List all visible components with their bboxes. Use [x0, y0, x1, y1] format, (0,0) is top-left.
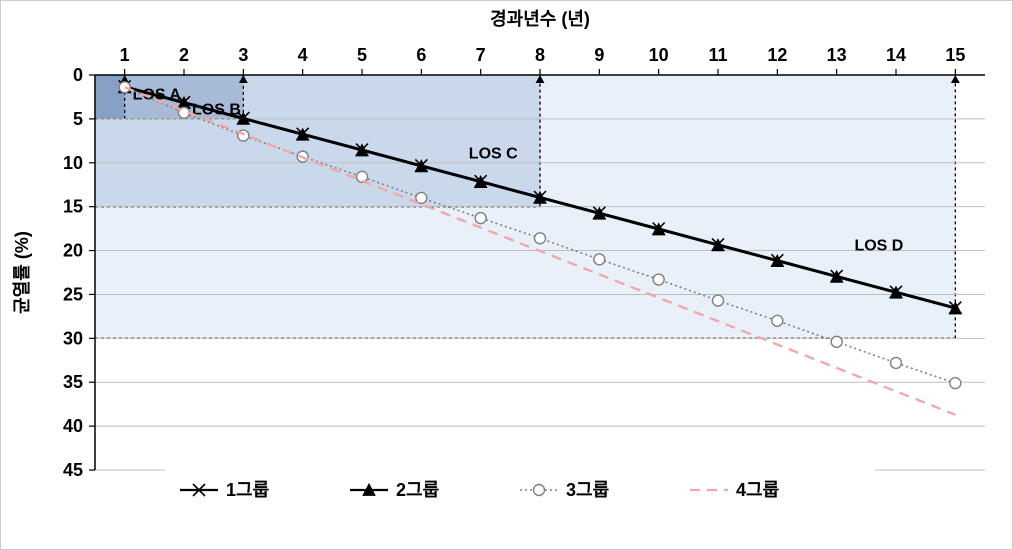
zone-label: LOS C	[469, 145, 518, 162]
y-tick-label: 35	[63, 372, 83, 392]
y-tick-label: 25	[63, 284, 83, 304]
x-tick-label: 1	[120, 45, 130, 65]
x-tick-label: 7	[476, 45, 486, 65]
y-tick-label: 20	[63, 241, 83, 261]
x-tick-label: 5	[357, 45, 367, 65]
y-tick-label: 5	[73, 109, 83, 129]
zone-label: LOS D	[854, 238, 903, 255]
legend-label: 2그룹	[396, 480, 439, 500]
y-tick-label: 0	[73, 65, 83, 85]
y-axis-title: 균열률 (%)	[12, 231, 32, 314]
x-tick-label: 8	[535, 45, 545, 65]
x-tick-label: 2	[179, 45, 189, 65]
x-tick-label: 6	[416, 45, 426, 65]
x-tick-label: 10	[649, 45, 669, 65]
x-tick-label: 15	[945, 45, 965, 65]
x-tick-label: 11	[708, 45, 727, 65]
legend-label: 3그룹	[566, 480, 609, 500]
y-tick-label: 15	[63, 197, 83, 217]
y-tick-label: 40	[63, 416, 83, 436]
legend-label: 4그룹	[736, 480, 779, 500]
x-tick-label: 9	[594, 45, 604, 65]
x-tick-label: 4	[298, 45, 308, 65]
y-tick-label: 45	[63, 460, 83, 480]
x-tick-label: 13	[827, 45, 847, 65]
x-axis-title: 경과년수 (년)	[490, 9, 590, 29]
y-tick-label: 30	[63, 328, 83, 348]
legend-label: 1그룹	[226, 480, 269, 500]
x-tick-label: 3	[238, 45, 248, 65]
chart-container: 123456789101112131415051015202530354045경…	[0, 0, 1013, 550]
x-tick-label: 12	[767, 45, 787, 65]
x-tick-label: 14	[886, 45, 906, 65]
y-tick-label: 10	[63, 153, 83, 173]
line-chart: 123456789101112131415051015202530354045경…	[0, 0, 1013, 550]
